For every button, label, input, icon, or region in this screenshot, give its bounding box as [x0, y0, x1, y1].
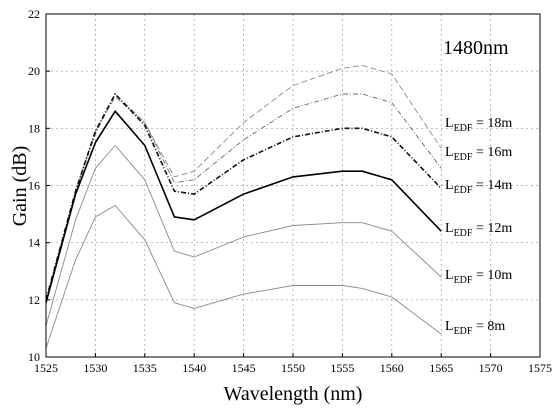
series-label: LEDF = 12m — [445, 221, 512, 239]
y-tick-label: 16 — [28, 179, 40, 193]
axis-ticks: 1525 1530 1535 1540 1545 1550 1555 1560 1565 1570… — [28, 7, 552, 375]
series-line — [45, 93, 442, 300]
x-axis-title: Wavelength (nm) — [224, 383, 363, 405]
series-line — [45, 93, 442, 301]
wavelength-annotation: 1480nm — [443, 37, 509, 59]
series-line — [45, 110, 442, 303]
series-line — [45, 205, 442, 349]
y-axis-title: Gain (dB) — [9, 146, 31, 227]
x-tick-label: 1550 — [281, 361, 305, 375]
x-tick-label: 1555 — [330, 361, 354, 375]
y-tick-label: 10 — [28, 350, 40, 364]
x-tick-label: 1545 — [232, 361, 256, 375]
y-tick-label: 18 — [28, 121, 40, 135]
x-tick-label: 1570 — [479, 361, 503, 375]
series-label: LEDF = 10m — [445, 268, 512, 286]
series-label: LEDF = 16m — [445, 145, 512, 163]
x-tick-label: 1575 — [528, 361, 552, 375]
x-tick-label: 1560 — [380, 361, 404, 375]
grid-lines — [46, 14, 540, 357]
y-tick-label: 12 — [28, 293, 40, 307]
x-tick-label: 1530 — [83, 361, 107, 375]
x-tick-label: 1565 — [429, 361, 453, 375]
y-tick-label: 22 — [28, 7, 40, 21]
x-tick-label: 1540 — [182, 361, 206, 375]
series-labels: LEDF = 18m LEDF = 16m LEDF = 14m LEDF = 12m… — [445, 116, 512, 337]
series-line — [45, 64, 442, 300]
series-label: LEDF = 14m — [445, 178, 512, 196]
x-tick-label: 1525 — [34, 361, 58, 375]
x-tick-label: 1535 — [133, 361, 157, 375]
series-label: LEDF = 8m — [445, 319, 505, 337]
series-lines — [45, 64, 442, 349]
series-line — [45, 145, 442, 326]
series-label: LEDF = 18m — [445, 116, 512, 134]
y-tick-label: 20 — [28, 64, 40, 78]
y-tick-label: 14 — [28, 236, 40, 250]
